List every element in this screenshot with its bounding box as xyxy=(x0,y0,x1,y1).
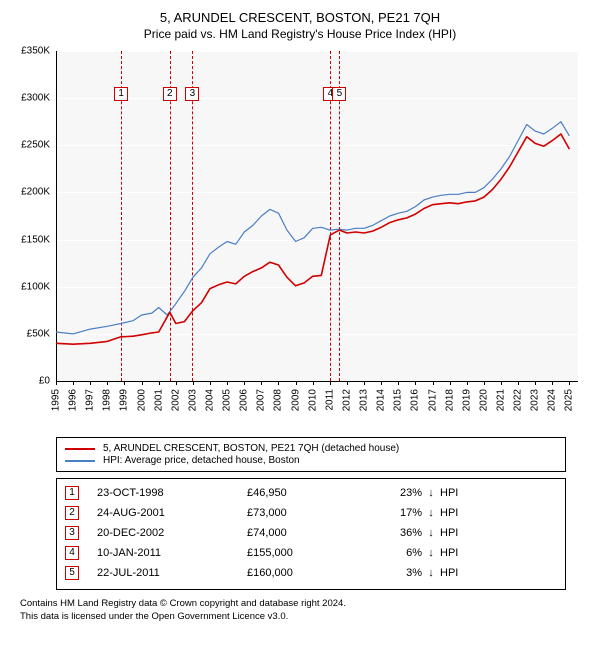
sales-row-price: £155,000 xyxy=(247,547,367,559)
x-axis-label: 2011 xyxy=(324,389,335,411)
legend: 5, ARUNDEL CRESCENT, BOSTON, PE21 7QH (d… xyxy=(56,437,566,472)
sales-row-date: 24-AUG-2001 xyxy=(97,507,247,519)
chart-subtitle: Price paid vs. HM Land Registry's House … xyxy=(10,27,590,41)
series-property xyxy=(56,134,569,344)
x-axis-label: 2014 xyxy=(376,389,387,411)
sales-row-marker: 1 xyxy=(65,486,79,500)
x-axis-label: 2019 xyxy=(461,389,472,411)
x-axis-label: 2004 xyxy=(205,389,216,411)
x-axis-label: 2018 xyxy=(444,389,455,411)
x-axis-label: 1996 xyxy=(68,389,79,411)
sales-row-marker: 4 xyxy=(65,546,79,560)
x-axis-label: 1997 xyxy=(85,389,96,411)
footer: Contains HM Land Registry data © Crown c… xyxy=(20,598,584,624)
footer-line-1: Contains HM Land Registry data © Crown c… xyxy=(20,598,584,611)
x-axis-label: 1998 xyxy=(102,389,113,411)
x-axis-label: 2015 xyxy=(393,389,404,411)
x-axis-label: 2010 xyxy=(307,389,318,411)
x-axis-label: 2013 xyxy=(359,389,370,411)
sales-row-date: 20-DEC-2002 xyxy=(97,527,247,539)
sales-row: 1 23-OCT-1998£46,95023%↓HPI xyxy=(63,483,559,503)
legend-swatch xyxy=(65,460,95,462)
x-axis-label: 2002 xyxy=(170,389,181,411)
x-axis-label: 2021 xyxy=(495,389,506,411)
sales-row: 5 22-JUL-2011£160,0003%↓HPI xyxy=(63,563,559,583)
sales-row-marker: 5 xyxy=(65,566,79,580)
x-axis-label: 1995 xyxy=(51,389,62,411)
x-axis-label: 2008 xyxy=(273,389,284,411)
down-arrow-icon: ↓ xyxy=(422,507,440,519)
legend-item: HPI: Average price, detached house, Bost… xyxy=(65,455,557,466)
x-axis-label: 2023 xyxy=(530,389,541,411)
x-axis-label: 2020 xyxy=(478,389,489,411)
legend-swatch xyxy=(65,448,95,450)
sales-row-price: £160,000 xyxy=(247,567,367,579)
down-arrow-icon: ↓ xyxy=(422,567,440,579)
sales-row: 4 10-JAN-2011£155,0006%↓HPI xyxy=(63,543,559,563)
x-axis-label: 2016 xyxy=(410,389,421,411)
x-axis-label: 2024 xyxy=(547,389,558,411)
x-axis-label: 2007 xyxy=(256,389,267,411)
down-arrow-icon: ↓ xyxy=(422,547,440,559)
x-axis-label: 2012 xyxy=(341,389,352,411)
sales-row-ref: HPI xyxy=(440,527,480,539)
x-axis-label: 2006 xyxy=(239,389,250,411)
sales-row-ref: HPI xyxy=(440,547,480,559)
sales-row-date: 10-JAN-2011 xyxy=(97,547,247,559)
sales-row-price: £74,000 xyxy=(247,527,367,539)
sales-row-price: £73,000 xyxy=(247,507,367,519)
down-arrow-icon: ↓ xyxy=(422,487,440,499)
sales-row-ref: HPI xyxy=(440,487,480,499)
sales-row-ref: HPI xyxy=(440,567,480,579)
sales-row-marker: 3 xyxy=(65,526,79,540)
sales-row-pct: 6% xyxy=(367,547,422,559)
legend-label: HPI: Average price, detached house, Bost… xyxy=(103,455,300,466)
x-axis-label: 2017 xyxy=(427,389,438,411)
x-axis-label: 2005 xyxy=(222,389,233,411)
sales-row-pct: 3% xyxy=(367,567,422,579)
series-lines xyxy=(10,47,582,385)
sales-row: 2 24-AUG-2001£73,00017%↓HPI xyxy=(63,503,559,523)
x-axis-label: 2009 xyxy=(290,389,301,411)
legend-item: 5, ARUNDEL CRESCENT, BOSTON, PE21 7QH (d… xyxy=(65,443,557,454)
sales-row-pct: 23% xyxy=(367,487,422,499)
sales-row-ref: HPI xyxy=(440,507,480,519)
x-axis-label: 1999 xyxy=(119,389,130,411)
x-axis-label: 2022 xyxy=(513,389,524,411)
x-axis-label: 2000 xyxy=(136,389,147,411)
sales-row: 3 20-DEC-2002£74,00036%↓HPI xyxy=(63,523,559,543)
chart-area: £0£50K£100K£150K£200K£250K£300K£350K1995… xyxy=(10,47,590,427)
footer-line-2: This data is licensed under the Open Gov… xyxy=(20,611,584,624)
series-hpi xyxy=(56,122,569,334)
x-axis-label: 2003 xyxy=(187,389,198,411)
sales-row-pct: 17% xyxy=(367,507,422,519)
sales-row-date: 22-JUL-2011 xyxy=(97,567,247,579)
sales-row-price: £46,950 xyxy=(247,487,367,499)
x-axis-label: 2001 xyxy=(153,389,164,411)
chart-title: 5, ARUNDEL CRESCENT, BOSTON, PE21 7QH xyxy=(10,10,590,25)
sales-row-date: 23-OCT-1998 xyxy=(97,487,247,499)
sales-table: 123-OCT-1998£46,95023%↓HPI224-AUG-2001£7… xyxy=(56,478,566,590)
legend-label: 5, ARUNDEL CRESCENT, BOSTON, PE21 7QH (d… xyxy=(103,443,399,454)
x-axis-label: 2025 xyxy=(564,389,575,411)
down-arrow-icon: ↓ xyxy=(422,527,440,539)
sales-row-pct: 36% xyxy=(367,527,422,539)
sales-row-marker: 2 xyxy=(65,506,79,520)
